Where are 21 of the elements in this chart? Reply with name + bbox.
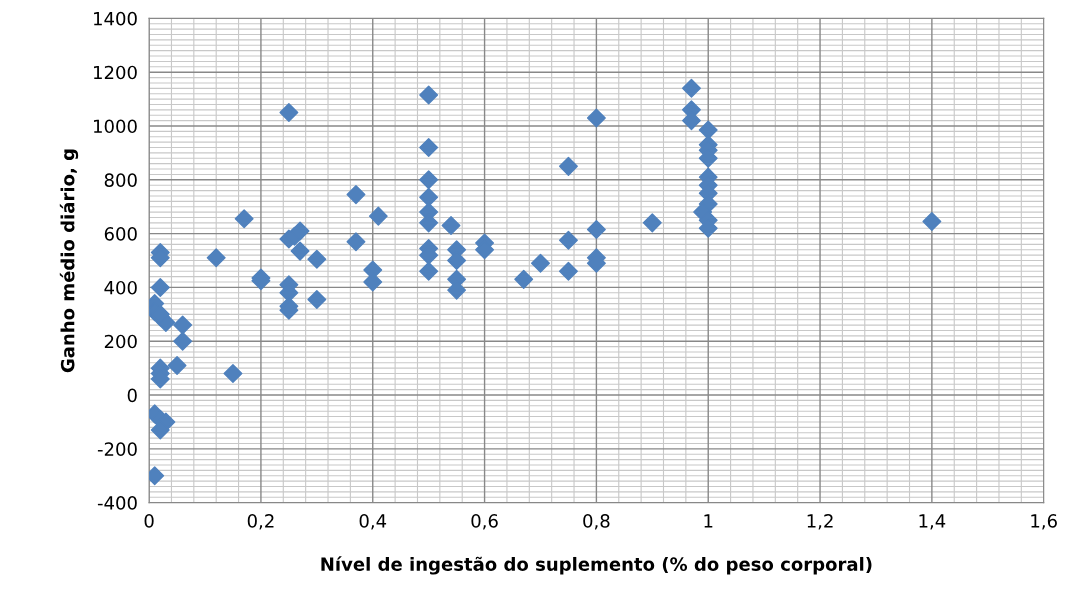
y-tick-label: 800 bbox=[104, 173, 137, 187]
y-tick-label: 400 bbox=[104, 280, 137, 295]
y-tick-label: 600 bbox=[104, 227, 137, 241]
x-tick-label: 1,4 bbox=[919, 514, 946, 530]
x-tick-label: 1 bbox=[704, 514, 713, 528]
x-tick-label: 0,4 bbox=[359, 514, 387, 530]
x-tick-label: 0,2 bbox=[247, 514, 274, 530]
x-tick-label: 1,2 bbox=[807, 514, 833, 530]
x-axis-title: Nível de ingestão do suplemento (% do peso corporal) bbox=[321, 556, 872, 575]
y-tick-label: 1400 bbox=[94, 11, 137, 26]
y-tick-label: 1200 bbox=[94, 65, 137, 80]
y-tick-label: -400 bbox=[97, 496, 137, 510]
y-tick-label: 200 bbox=[104, 334, 137, 349]
x-tick-label: 1,6 bbox=[1031, 514, 1057, 530]
x-tick-label: 0,6 bbox=[471, 514, 498, 530]
y-tick-label: 0 bbox=[127, 388, 137, 403]
x-tick-label: 0 bbox=[144, 514, 154, 528]
y-axis-title: Ganho médio diário, g bbox=[59, 149, 79, 373]
y-tick-label: 1000 bbox=[94, 119, 137, 134]
y-tick-label: -200 bbox=[97, 442, 137, 456]
x-tick-label: 0,8 bbox=[583, 514, 610, 530]
